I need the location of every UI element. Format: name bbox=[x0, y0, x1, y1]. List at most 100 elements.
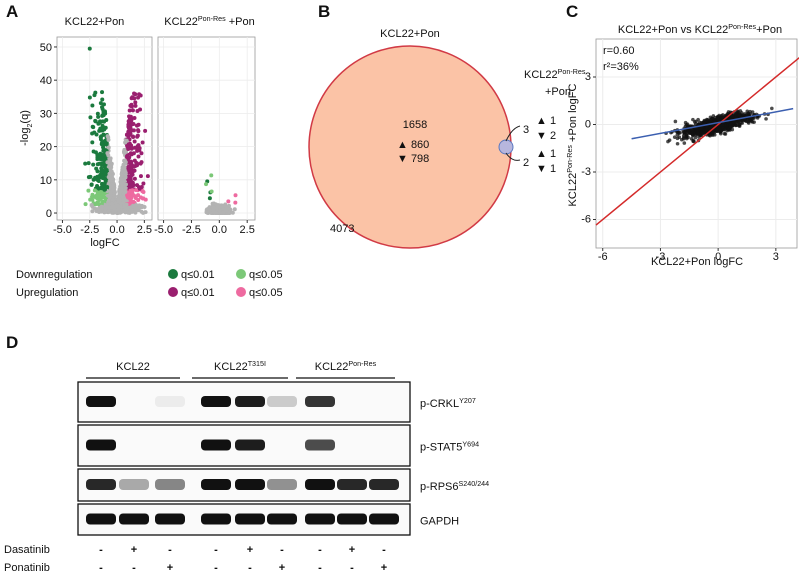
band bbox=[337, 513, 367, 525]
point bbox=[122, 158, 127, 163]
blot-label-part: Y207 bbox=[459, 397, 476, 405]
point bbox=[97, 120, 102, 125]
point bbox=[108, 156, 113, 161]
blot-label-part: GAPDH bbox=[420, 516, 459, 528]
point bbox=[96, 114, 101, 119]
point bbox=[128, 131, 133, 136]
band bbox=[235, 513, 265, 525]
point bbox=[143, 210, 148, 215]
band bbox=[235, 396, 265, 407]
x-tick-label: 0.0 bbox=[212, 224, 227, 236]
point bbox=[128, 151, 133, 156]
point bbox=[106, 145, 111, 150]
blot-label-part: p-CRKL bbox=[420, 398, 459, 410]
y-tick-label: 50 bbox=[40, 42, 52, 54]
treatment-sign: - bbox=[99, 562, 103, 574]
point bbox=[93, 202, 98, 207]
point bbox=[87, 95, 92, 100]
point bbox=[101, 152, 106, 157]
leader bbox=[505, 152, 521, 161]
blot-label: p-STAT5Y694 bbox=[420, 441, 479, 454]
point bbox=[108, 191, 113, 196]
point bbox=[133, 210, 138, 215]
x-tick-label: -5.0 bbox=[154, 224, 173, 236]
point bbox=[667, 138, 672, 142]
chart-title-part: KCL22+Pon vs KCL22 bbox=[618, 24, 728, 36]
x-tick-label: 0.0 bbox=[109, 224, 124, 236]
x-tick-label: -6 bbox=[598, 251, 608, 263]
treatment-label: Ponatinib bbox=[4, 562, 50, 574]
point bbox=[686, 135, 690, 140]
treatment-sign: + bbox=[131, 544, 137, 556]
point bbox=[102, 171, 107, 176]
point bbox=[126, 146, 131, 151]
y-axis-label-part: Pon-Res bbox=[566, 145, 574, 173]
point bbox=[100, 97, 105, 102]
x-tick-label: 2.5 bbox=[137, 224, 152, 236]
point bbox=[715, 117, 720, 121]
legend-swatch bbox=[168, 287, 178, 297]
point bbox=[209, 189, 214, 194]
x-tick-label: -2.5 bbox=[80, 224, 99, 236]
point bbox=[131, 128, 136, 133]
point bbox=[102, 187, 107, 192]
point bbox=[135, 133, 140, 138]
treatment-sign: + bbox=[167, 562, 173, 574]
point bbox=[138, 93, 143, 98]
point bbox=[88, 115, 93, 120]
treatment-sign: + bbox=[381, 562, 387, 574]
point bbox=[705, 124, 709, 129]
y-tick-label: 40 bbox=[40, 75, 52, 87]
point bbox=[130, 188, 135, 193]
panel-letter: C bbox=[566, 2, 578, 21]
point bbox=[90, 194, 95, 199]
point bbox=[99, 206, 104, 211]
point bbox=[90, 103, 95, 108]
treatment-sign: - bbox=[132, 562, 136, 574]
point bbox=[97, 175, 102, 180]
y-axis-label: KCL22Pon-Res +Pon logFC bbox=[566, 84, 579, 207]
band bbox=[86, 479, 116, 490]
venn-set-label: +Pon bbox=[545, 86, 571, 98]
point bbox=[207, 208, 212, 213]
point bbox=[120, 183, 125, 188]
point bbox=[100, 175, 105, 180]
point bbox=[93, 90, 98, 95]
chart-title: KCL22+Pon vs KCL22Pon-Res+Pon bbox=[618, 23, 782, 36]
venn-down: ▼ 1 bbox=[536, 163, 556, 175]
point bbox=[142, 204, 147, 209]
point bbox=[127, 108, 132, 113]
point bbox=[693, 122, 698, 126]
point bbox=[118, 204, 123, 209]
point bbox=[101, 132, 106, 137]
point bbox=[133, 187, 138, 192]
venn-up: ▲ 860 bbox=[397, 139, 429, 151]
point bbox=[750, 120, 755, 124]
venn-count: 3 bbox=[523, 124, 529, 136]
point bbox=[136, 208, 141, 213]
point bbox=[699, 127, 704, 131]
blot-label-part: S240/244 bbox=[459, 480, 490, 488]
point bbox=[131, 164, 136, 169]
point bbox=[136, 193, 141, 198]
point bbox=[110, 201, 115, 206]
panel-letter: A bbox=[6, 2, 18, 21]
point bbox=[126, 167, 131, 172]
point bbox=[106, 208, 111, 213]
point bbox=[93, 118, 98, 123]
treatment-sign: - bbox=[214, 562, 218, 574]
leader bbox=[505, 125, 521, 142]
point bbox=[135, 108, 140, 113]
point bbox=[211, 201, 216, 206]
facet-strip bbox=[158, 13, 255, 35]
point bbox=[136, 198, 141, 203]
blot-label: p-CRKLY207 bbox=[420, 397, 476, 410]
point bbox=[128, 114, 133, 119]
band bbox=[155, 479, 185, 490]
point bbox=[106, 198, 111, 203]
point bbox=[103, 178, 108, 183]
venn-set bbox=[498, 139, 514, 155]
band bbox=[201, 479, 231, 490]
point bbox=[87, 46, 92, 51]
point bbox=[105, 160, 110, 165]
